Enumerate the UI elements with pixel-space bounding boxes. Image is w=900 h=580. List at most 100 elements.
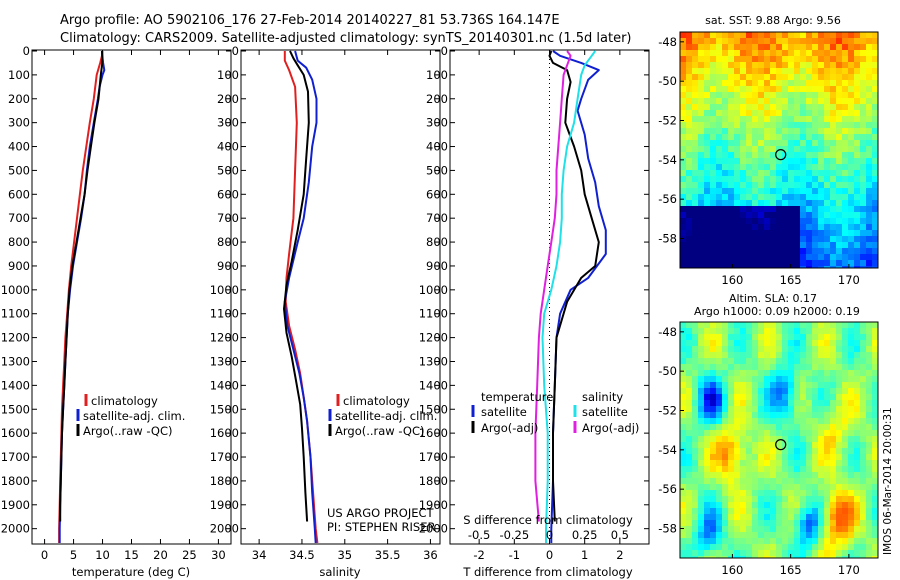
map-cell: [824, 98, 830, 104]
map-cell: [692, 170, 698, 176]
map-cell: [824, 502, 830, 508]
map-cell: [848, 490, 854, 496]
map-cell: [812, 164, 818, 170]
map-cell: [734, 442, 740, 448]
map-cell: [740, 260, 746, 266]
map-cell: [836, 152, 842, 158]
map-cell: [728, 188, 734, 194]
map-cell: [752, 346, 758, 352]
map-cell: [812, 400, 818, 406]
map-cell: [722, 188, 728, 194]
map-cell: [692, 122, 698, 128]
map-cell: [818, 328, 824, 334]
map-cell: [704, 364, 710, 370]
map-cell: [686, 74, 692, 80]
map-cell: [722, 206, 728, 212]
map-cell: [686, 478, 692, 484]
map-cell: [806, 74, 812, 80]
map-cell: [686, 454, 692, 460]
y-tick-label: 1000: [419, 283, 448, 297]
map-cell: [740, 266, 746, 268]
map-cell: [782, 400, 788, 406]
map-cell: [740, 44, 746, 50]
map-cell: [746, 128, 752, 134]
map-cell: [740, 490, 746, 496]
map-cell: [854, 322, 860, 328]
map-cell: [794, 472, 800, 478]
map-cell: [866, 230, 872, 236]
map-cell: [800, 532, 806, 538]
map-cell: [710, 32, 716, 38]
map-cell: [830, 206, 836, 212]
map-cell: [860, 254, 866, 260]
map-cell: [800, 550, 806, 556]
map-cell: [704, 400, 710, 406]
map-cell: [872, 44, 878, 50]
map-cell: [758, 218, 764, 224]
map-cell: [740, 116, 746, 122]
map-cell: [794, 62, 800, 68]
map-cell: [782, 514, 788, 520]
map-cell: [752, 466, 758, 472]
map-cell: [770, 206, 776, 212]
map-cell: [872, 134, 878, 140]
map-cell: [764, 448, 770, 454]
map-cell: [716, 56, 722, 62]
map-cell: [764, 218, 770, 224]
map-cell: [818, 394, 824, 400]
map-cell: [740, 98, 746, 104]
sst-map-panel: sat. SST: 9.88 Argo: 9.56 160 165 170-48-5…: [658, 14, 879, 287]
map-cell: [710, 218, 716, 224]
map-cell: [686, 236, 692, 242]
map-cell: [758, 266, 764, 268]
map-cell: [806, 266, 812, 268]
map-cell: [830, 80, 836, 86]
map-cell: [872, 230, 878, 236]
map-cell: [704, 394, 710, 400]
map-cell: [794, 230, 800, 236]
map-cell: [770, 328, 776, 334]
map-cell: [710, 80, 716, 86]
map-cell: [746, 466, 752, 472]
map-cell: [866, 134, 872, 140]
map-cell: [842, 230, 848, 236]
map-cell: [794, 454, 800, 460]
map-cell: [800, 206, 806, 212]
map-cell: [680, 508, 686, 514]
map-cell: [716, 170, 722, 176]
map-cell: [764, 182, 770, 188]
map-cell: [740, 254, 746, 260]
map-cell: [860, 352, 866, 358]
map-cell: [734, 484, 740, 490]
map-cell: [728, 442, 734, 448]
map-cell: [686, 328, 692, 334]
x-tick-label: 30: [211, 548, 226, 562]
map-cell: [692, 490, 698, 496]
map-cell: [704, 376, 710, 382]
map-cell: [830, 212, 836, 218]
map-cell: [842, 152, 848, 158]
map-cell: [794, 484, 800, 490]
map-cell: [686, 98, 692, 104]
map-cell: [692, 194, 698, 200]
series-line-argo-raw-qc-: [59, 50, 104, 522]
map-cell: [854, 182, 860, 188]
map-cell: [800, 490, 806, 496]
map-cell: [836, 436, 842, 442]
map-cell: [842, 206, 848, 212]
map-cell: [842, 218, 848, 224]
map-cell: [770, 200, 776, 206]
map-cell: [752, 104, 758, 110]
map-cell: [830, 418, 836, 424]
map-cell: [824, 472, 830, 478]
map-cell: [710, 146, 716, 152]
map-cell: [776, 92, 782, 98]
map-cell: [728, 176, 734, 182]
map-cell: [686, 544, 692, 550]
y-tick-label: 1400: [419, 378, 448, 392]
legend-label-sal-satellite: satellite: [582, 405, 628, 419]
map-cell: [746, 116, 752, 122]
map-cell: [782, 472, 788, 478]
map-cell: [698, 382, 704, 388]
map-cell: [758, 212, 764, 218]
